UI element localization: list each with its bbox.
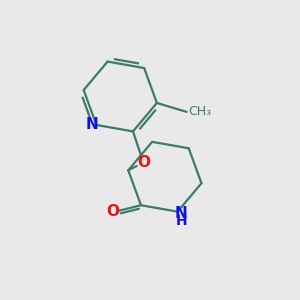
- Text: CH₃: CH₃: [188, 105, 211, 119]
- Text: N: N: [175, 206, 188, 220]
- Text: N: N: [85, 118, 98, 133]
- Text: O: O: [137, 155, 150, 170]
- Text: O: O: [106, 204, 119, 219]
- Text: H: H: [175, 214, 187, 228]
